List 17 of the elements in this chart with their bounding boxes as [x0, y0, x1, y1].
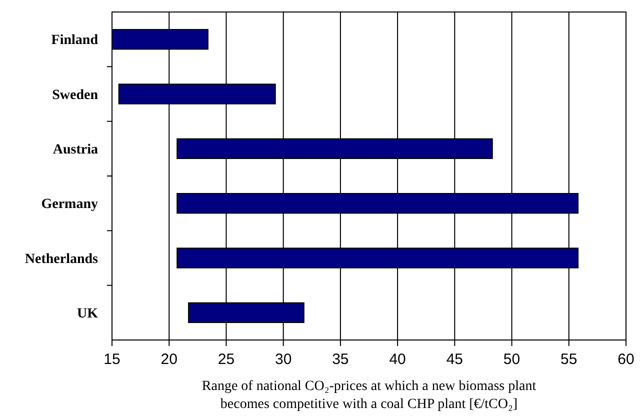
x-tick-label: 35 [332, 351, 349, 368]
x-tick-label: 50 [503, 351, 520, 368]
x-tick-label: 15 [104, 351, 120, 368]
y-tick-label: Finland [51, 33, 98, 48]
x-tick-label: 30 [274, 351, 292, 368]
x-axis-title: Range of national CO₂-prices at which a new biomass plant becomes competitive with a coal CHP plant [€/tCO₂] [202, 379, 536, 412]
y-tick-label: UK [77, 306, 98, 322]
x-tick-label: 60 [618, 351, 634, 368]
x-tick-label: 20 [160, 351, 178, 368]
y-tick-label: Austria [52, 142, 98, 158]
x-tick-label: 45 [446, 351, 464, 368]
y-tick-label: Germany [41, 197, 98, 212]
y-tick-label: Netherlands [24, 252, 99, 267]
x-tick-label: 40 [389, 351, 406, 368]
x-tick-label: 55 [560, 351, 578, 368]
x-tick-label: 25 [218, 351, 235, 368]
y-tick-label: Sweden [52, 88, 98, 103]
